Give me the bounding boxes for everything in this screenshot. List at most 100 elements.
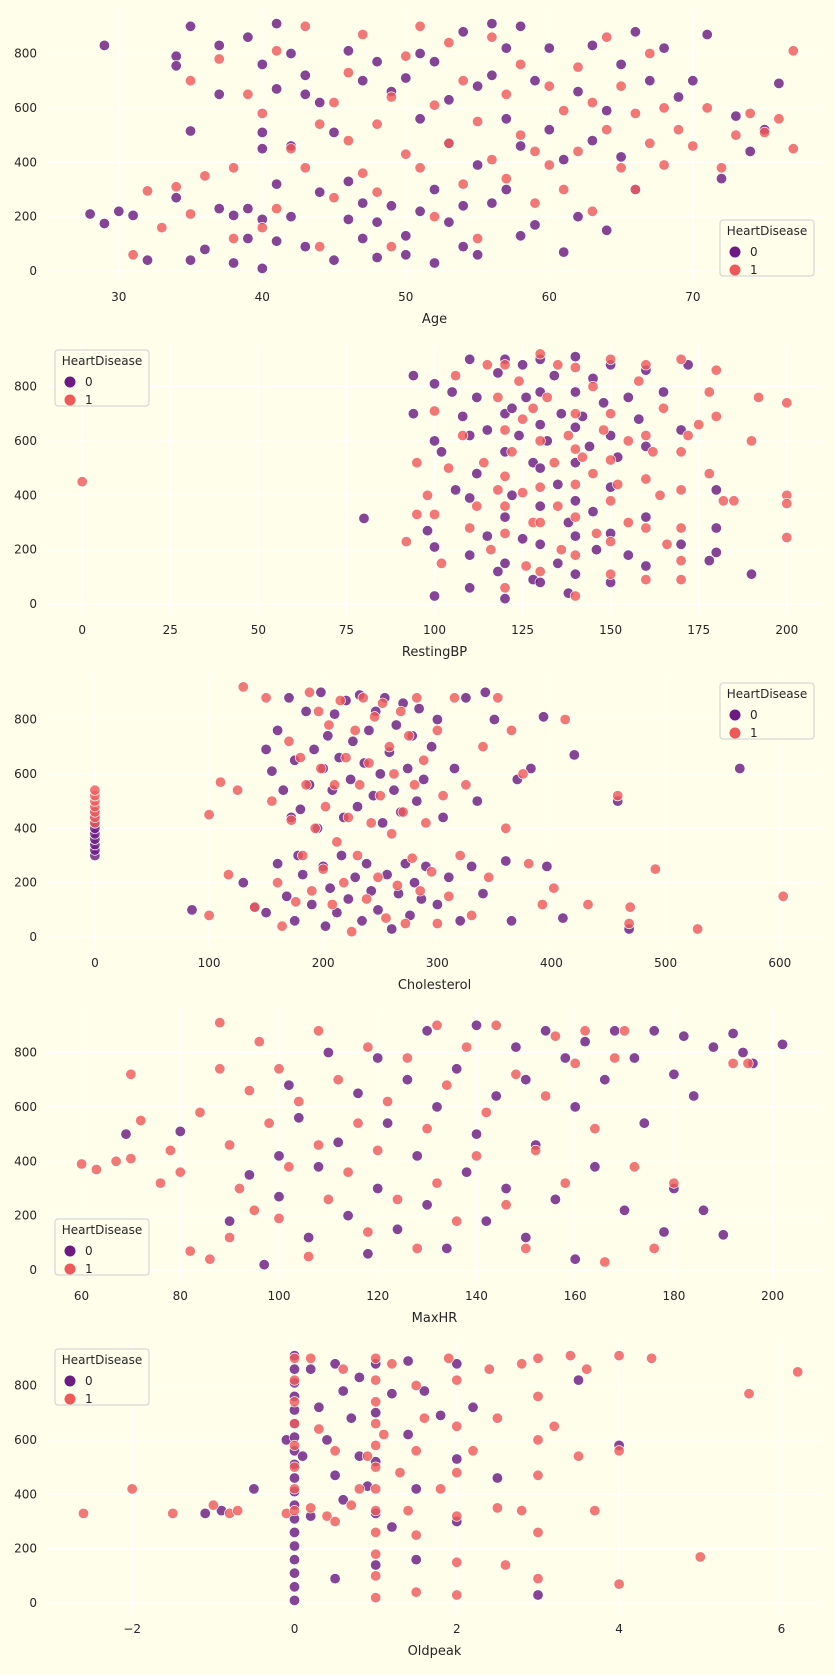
data-point [558,154,570,166]
data-point [164,1144,176,1156]
data-point [543,42,555,54]
data-point [589,1123,601,1135]
data-point [411,692,423,704]
data-point [555,544,567,556]
data-point [413,703,425,715]
legend-marker [64,376,76,388]
data-point [555,408,567,420]
data-point [583,440,595,452]
data-point [654,489,666,501]
data-point [288,1594,300,1606]
data-point [305,1502,317,1514]
data-point [569,1057,581,1069]
data-point [400,50,412,62]
data-point [787,45,799,57]
data-point [276,920,288,932]
data-point [703,555,715,567]
data-point [185,208,197,220]
data-point [457,75,469,87]
x-tick-label: 600 [768,956,791,970]
data-point [612,478,624,490]
y-tick-label: 800 [14,380,37,394]
data-point [98,39,110,51]
data-point [272,724,284,736]
data-point [273,1150,285,1162]
data-point [408,877,420,889]
data-point [207,1499,219,1511]
data-point [410,1483,422,1495]
data-point [443,137,455,149]
data-point [492,391,504,403]
data-point [638,1117,650,1129]
x-tick-label: 100 [268,1289,291,1303]
data-point [472,159,484,171]
data-point [472,116,484,128]
data-point [590,544,602,556]
data-point [615,58,627,70]
data-point [352,1087,364,1099]
data-point [428,257,440,269]
legend-marker [729,246,741,258]
data-point [411,508,423,520]
data-point [549,1030,561,1042]
data-point [332,1136,344,1148]
data-point [727,1057,739,1069]
data-point [437,790,449,802]
x-tick-label: 175 [687,623,710,637]
data-point [431,917,443,929]
data-point [397,806,409,818]
legend-box [719,219,815,277]
x-tick-label: 150 [599,623,622,637]
data-point [728,495,740,507]
data-point [534,565,546,577]
data-point [601,31,613,43]
y-tick-label: 400 [14,488,37,502]
data-point [391,1193,403,1205]
data-point [605,495,617,507]
data-point [342,45,354,57]
data-point [431,898,443,910]
data-point [499,424,511,436]
data-point [411,795,423,807]
data-point [370,1570,382,1582]
data-point [357,167,369,179]
data-point [323,719,335,731]
data-point [541,860,553,872]
data-point [418,754,430,766]
data-point [283,735,295,747]
data-point [675,574,687,586]
data-point [576,451,588,463]
data-point [569,421,581,433]
data-point [288,1581,300,1593]
data-point [329,708,341,720]
data-point [329,1445,341,1457]
data-point [299,241,311,253]
data-point [234,1183,246,1195]
data-point [303,1232,315,1244]
legend-box [54,1348,150,1406]
data-point [414,20,426,32]
data-point [499,582,511,594]
data-point [499,359,511,371]
x-tick-label: 100 [198,956,221,970]
data-point [329,1358,341,1370]
data-point [125,1153,137,1165]
data-point [256,143,268,155]
data-point [386,1521,398,1533]
data-point [288,1461,300,1473]
data-point [472,233,484,245]
data-point [464,353,476,365]
data-point [370,1592,382,1604]
subplot-5: −2 0 2 4 6 0 200 400 600 800 Oldpeak HeartDisease 0 1 [14,1342,822,1659]
data-point [675,522,687,534]
data-point [658,102,670,114]
data-point [472,80,484,92]
x-tick-label: 60 [74,1289,89,1303]
data-point [678,1030,690,1042]
data-point [500,88,512,100]
x-tick-label: 30 [111,290,126,304]
data-point [340,752,352,764]
data-point [499,500,511,512]
data-point [256,107,268,119]
data-point [372,904,384,916]
